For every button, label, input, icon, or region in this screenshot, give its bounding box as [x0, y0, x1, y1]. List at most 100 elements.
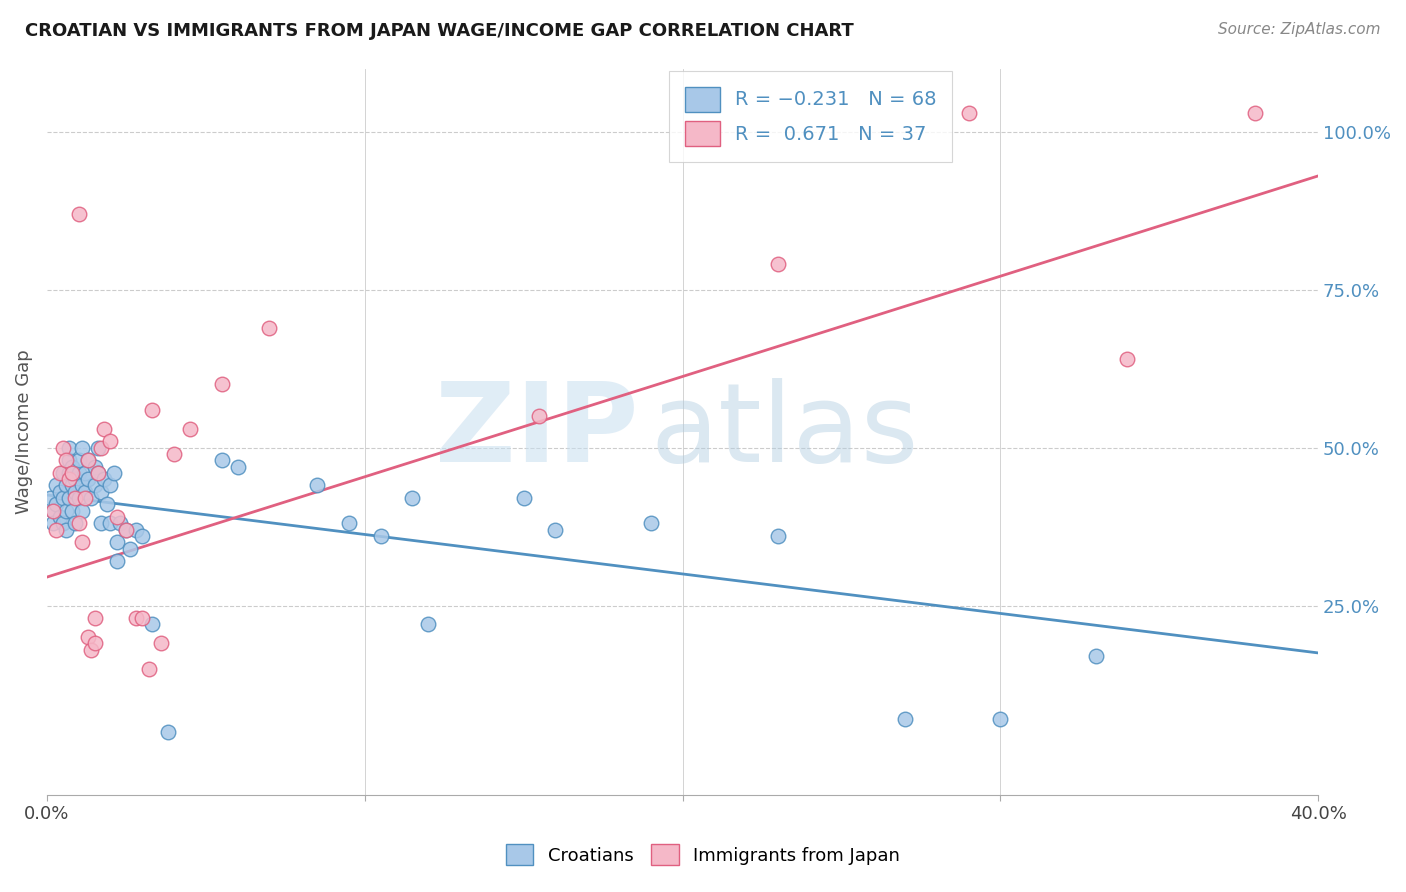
Point — [77, 453, 100, 467]
Point — [105, 554, 128, 568]
Point — [65, 484, 87, 499]
Point — [60, 478, 83, 492]
Point — [305, 478, 328, 492]
Point — [1116, 352, 1139, 367]
Text: ZIP: ZIP — [434, 378, 638, 485]
Point — [58, 453, 80, 467]
Text: CROATIAN VS IMMIGRANTS FROM JAPAN WAGE/INCOME GAP CORRELATION CHART: CROATIAN VS IMMIGRANTS FROM JAPAN WAGE/I… — [25, 22, 853, 40]
Point — [131, 529, 153, 543]
Point — [45, 478, 67, 492]
Point — [131, 611, 153, 625]
Point — [115, 523, 138, 537]
Point — [96, 498, 118, 512]
Point — [67, 453, 90, 467]
Legend: R = −0.231   N = 68, R =  0.671   N = 37: R = −0.231 N = 68, R = 0.671 N = 37 — [669, 71, 952, 161]
Point — [77, 472, 100, 486]
Point — [90, 484, 112, 499]
Point — [67, 207, 90, 221]
Point — [52, 441, 75, 455]
Point — [100, 434, 122, 449]
Point — [115, 523, 138, 537]
Point — [766, 529, 789, 543]
Point — [67, 491, 90, 505]
Point — [60, 504, 83, 518]
Point — [83, 611, 105, 625]
Point — [65, 472, 87, 486]
Point — [544, 523, 567, 537]
Point — [80, 642, 103, 657]
Point — [58, 472, 80, 486]
Text: Source: ZipAtlas.com: Source: ZipAtlas.com — [1218, 22, 1381, 37]
Point — [65, 516, 87, 531]
Point — [1243, 105, 1265, 120]
Point — [87, 466, 110, 480]
Point — [58, 441, 80, 455]
Point — [80, 491, 103, 505]
Y-axis label: Wage/Income Gap: Wage/Income Gap — [15, 350, 32, 514]
Point — [93, 422, 115, 436]
Point — [55, 504, 77, 518]
Point — [163, 447, 186, 461]
Point — [73, 484, 96, 499]
Point — [401, 491, 423, 505]
Point — [418, 617, 440, 632]
Point — [55, 478, 77, 492]
Point — [65, 491, 87, 505]
Point — [77, 453, 100, 467]
Point — [55, 453, 77, 467]
Point — [640, 516, 662, 531]
Point — [70, 504, 93, 518]
Point — [42, 504, 65, 518]
Point — [67, 516, 90, 531]
Point — [1084, 649, 1107, 664]
Point — [70, 441, 93, 455]
Point — [48, 484, 70, 499]
Point — [150, 636, 173, 650]
Point — [70, 535, 93, 549]
Point — [83, 459, 105, 474]
Point — [42, 504, 65, 518]
Point — [259, 320, 281, 334]
Point — [100, 478, 122, 492]
Point — [93, 472, 115, 486]
Point — [48, 510, 70, 524]
Point — [211, 453, 233, 467]
Point — [58, 466, 80, 480]
Point — [108, 516, 131, 531]
Point — [42, 516, 65, 531]
Point — [370, 529, 392, 543]
Point — [48, 466, 70, 480]
Point — [105, 535, 128, 549]
Point — [105, 510, 128, 524]
Point — [529, 409, 551, 423]
Point — [73, 466, 96, 480]
Point — [77, 630, 100, 644]
Point — [156, 724, 179, 739]
Point — [83, 478, 105, 492]
Point — [894, 712, 917, 726]
Point — [90, 441, 112, 455]
Point — [103, 466, 125, 480]
Point — [52, 516, 75, 531]
Point — [125, 523, 148, 537]
Point — [39, 491, 62, 505]
Point — [138, 662, 160, 676]
Point — [83, 636, 105, 650]
Point — [90, 516, 112, 531]
Point — [52, 466, 75, 480]
Point — [211, 377, 233, 392]
Point — [125, 611, 148, 625]
Point — [87, 466, 110, 480]
Point — [512, 491, 534, 505]
Point — [988, 712, 1011, 726]
Point — [73, 491, 96, 505]
Point — [957, 105, 980, 120]
Point — [58, 491, 80, 505]
Point — [70, 478, 93, 492]
Legend: Croatians, Immigrants from Japan: Croatians, Immigrants from Japan — [498, 835, 908, 874]
Point — [45, 523, 67, 537]
Point — [87, 441, 110, 455]
Point — [45, 498, 67, 512]
Text: atlas: atlas — [651, 378, 920, 485]
Point — [766, 257, 789, 271]
